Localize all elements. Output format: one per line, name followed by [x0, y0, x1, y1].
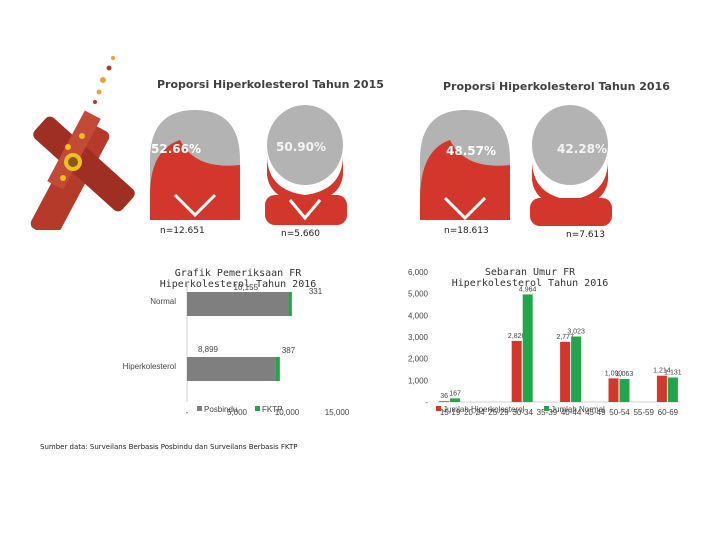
vbar-legend-swatch — [436, 406, 441, 411]
male-2015-n: n=5.660 — [281, 229, 321, 239]
vbar-value-label: 4,964 — [519, 286, 537, 293]
hbar-x-tick-label: 5,000 — [227, 408, 248, 417]
infographic-2015-title: Proporsi Hiperkolesterol Tahun 2015 — [157, 78, 384, 91]
male-2015-pct: 50.90% — [276, 140, 326, 154]
infographic-2016 — [420, 105, 612, 226]
vbar-bar-normal — [571, 336, 582, 402]
vbar-bar-normal — [619, 378, 630, 402]
vbar-legend-swatch — [544, 406, 549, 411]
hbar-x-tick-label: 10,000 — [275, 408, 300, 417]
vbar-y-tick-label: - — [425, 398, 428, 407]
cigarette-icon — [30, 110, 135, 230]
hbar-bar-posbindu — [187, 357, 276, 381]
vbar-value-label: 1,214 — [653, 368, 671, 375]
vbar-x-tick-label: 20-24 — [464, 408, 485, 417]
hbar-value-label: 387 — [282, 346, 296, 355]
hbar-x-tick-label: - — [186, 408, 189, 417]
hbar-legend-swatch — [197, 406, 202, 411]
hbar-x-tick-label: 15,000 — [325, 408, 350, 417]
vbar-bar-hiperkolesterol — [608, 378, 619, 402]
vbar-bar-normal — [450, 398, 461, 402]
male-2016-icon — [530, 105, 612, 226]
vbar-value-label: 3,023 — [567, 329, 585, 336]
vbar-y-tick-label: 1,000 — [408, 376, 429, 385]
source-note: Sumber data: Surveilans Berbasis Posbind… — [40, 443, 298, 451]
hbar-bar-fktp — [275, 357, 280, 381]
vbar-value-label: 36 — [440, 393, 448, 400]
vbar-y-tick-label: 6,000 — [408, 268, 429, 277]
female-2016-pct: 48.57% — [446, 144, 496, 158]
smoke-dots — [93, 56, 115, 104]
vbar-y-tick-label: 2,000 — [408, 355, 429, 364]
vbar-y-tick-label: 5,000 — [408, 290, 429, 299]
cigarette-illustration — [30, 56, 135, 230]
hbar-value-label: 8,899 — [198, 345, 219, 354]
vbar-bar-hiperkolesterol — [439, 401, 450, 402]
female-2015-pct: 52.66% — [151, 142, 201, 156]
vbar-x-tick-label: 55-59 — [633, 408, 654, 417]
hbar-category-label: Hiperkolesterol — [123, 362, 177, 371]
vbar-value-label: 1,131 — [664, 369, 682, 376]
vbar-x-tick-label: 40-44 — [561, 408, 582, 417]
vbar-value-label: 1,090 — [605, 370, 623, 377]
hbar-legend-label: FKTP — [262, 405, 282, 414]
male-2016-n: n=7.613 — [566, 230, 606, 240]
vbar-bar-normal — [667, 377, 678, 402]
infographic-2016-title: Proporsi Hiperkolesterol Tahun 2016 — [443, 80, 670, 93]
right-chart-title: Sebaran Umur FR Hiperkolesterol Tahun 20… — [451, 267, 609, 289]
vbar-bar-hiperkolesterol — [560, 341, 571, 402]
vbar-x-tick-label: 15-19 — [440, 408, 461, 417]
left-chart-title: Grafik Pemeriksaan FR Hiperkolesterol Ta… — [159, 268, 317, 290]
hbar-bar-posbindu — [187, 292, 289, 316]
vbar-value-label: 1,063 — [616, 371, 634, 378]
hbar-bar-fktp — [288, 292, 292, 316]
hbar-chart: Normal 10,155 331 Hiperkolesterol 8,899 387 - 5… — [123, 282, 350, 417]
hbar-legend-label: Posbindu — [204, 405, 237, 414]
vbar-x-tick-label: 30-34 — [512, 408, 533, 417]
vbar-x-tick-label: 45-49 — [585, 408, 606, 417]
male-2015-icon — [265, 105, 347, 225]
female-2016-n: n=18.613 — [444, 226, 489, 236]
vbar-x-tick-label: 50-54 — [609, 408, 630, 417]
vbar-legend-label: Jumlah Normal — [551, 405, 605, 414]
vbar-legend-label: Jumlah Hiperkolesterol — [443, 405, 525, 414]
vbar-bar-hiperkolesterol — [656, 375, 667, 402]
hbar-value-label: 10,155 — [234, 283, 259, 292]
vbar-bar-hiperkolesterol — [511, 340, 522, 402]
vbar-chart: - 1,000 2,000 3,000 4,000 5,000 6,000 36 167 15-1… — [408, 268, 682, 417]
vbar-x-tick-label: 25-29 — [488, 408, 509, 417]
hbar-value-label: 331 — [309, 287, 323, 296]
vbar-y-tick-label: 3,000 — [408, 333, 429, 342]
vbar-x-tick-label: 35-39 — [537, 408, 558, 417]
vbar-x-tick-label: 60-69 — [658, 408, 679, 417]
vbar-value-label: 2,777 — [556, 334, 574, 341]
vbar-y-tick-label: 4,000 — [408, 311, 429, 320]
vbar-value-label: 2,820 — [508, 333, 526, 340]
vbar-bar-normal — [522, 294, 533, 402]
vbar-value-label: 167 — [449, 390, 461, 397]
hbar-category-label: Normal — [150, 297, 176, 306]
infographic-2015 — [150, 105, 347, 225]
male-2016-pct: 42.28% — [557, 142, 607, 156]
hbar-legend-swatch — [255, 406, 260, 411]
female-2015-icon — [150, 110, 240, 220]
female-2016-icon — [420, 110, 510, 221]
female-2015-n: n=12.651 — [160, 226, 205, 236]
